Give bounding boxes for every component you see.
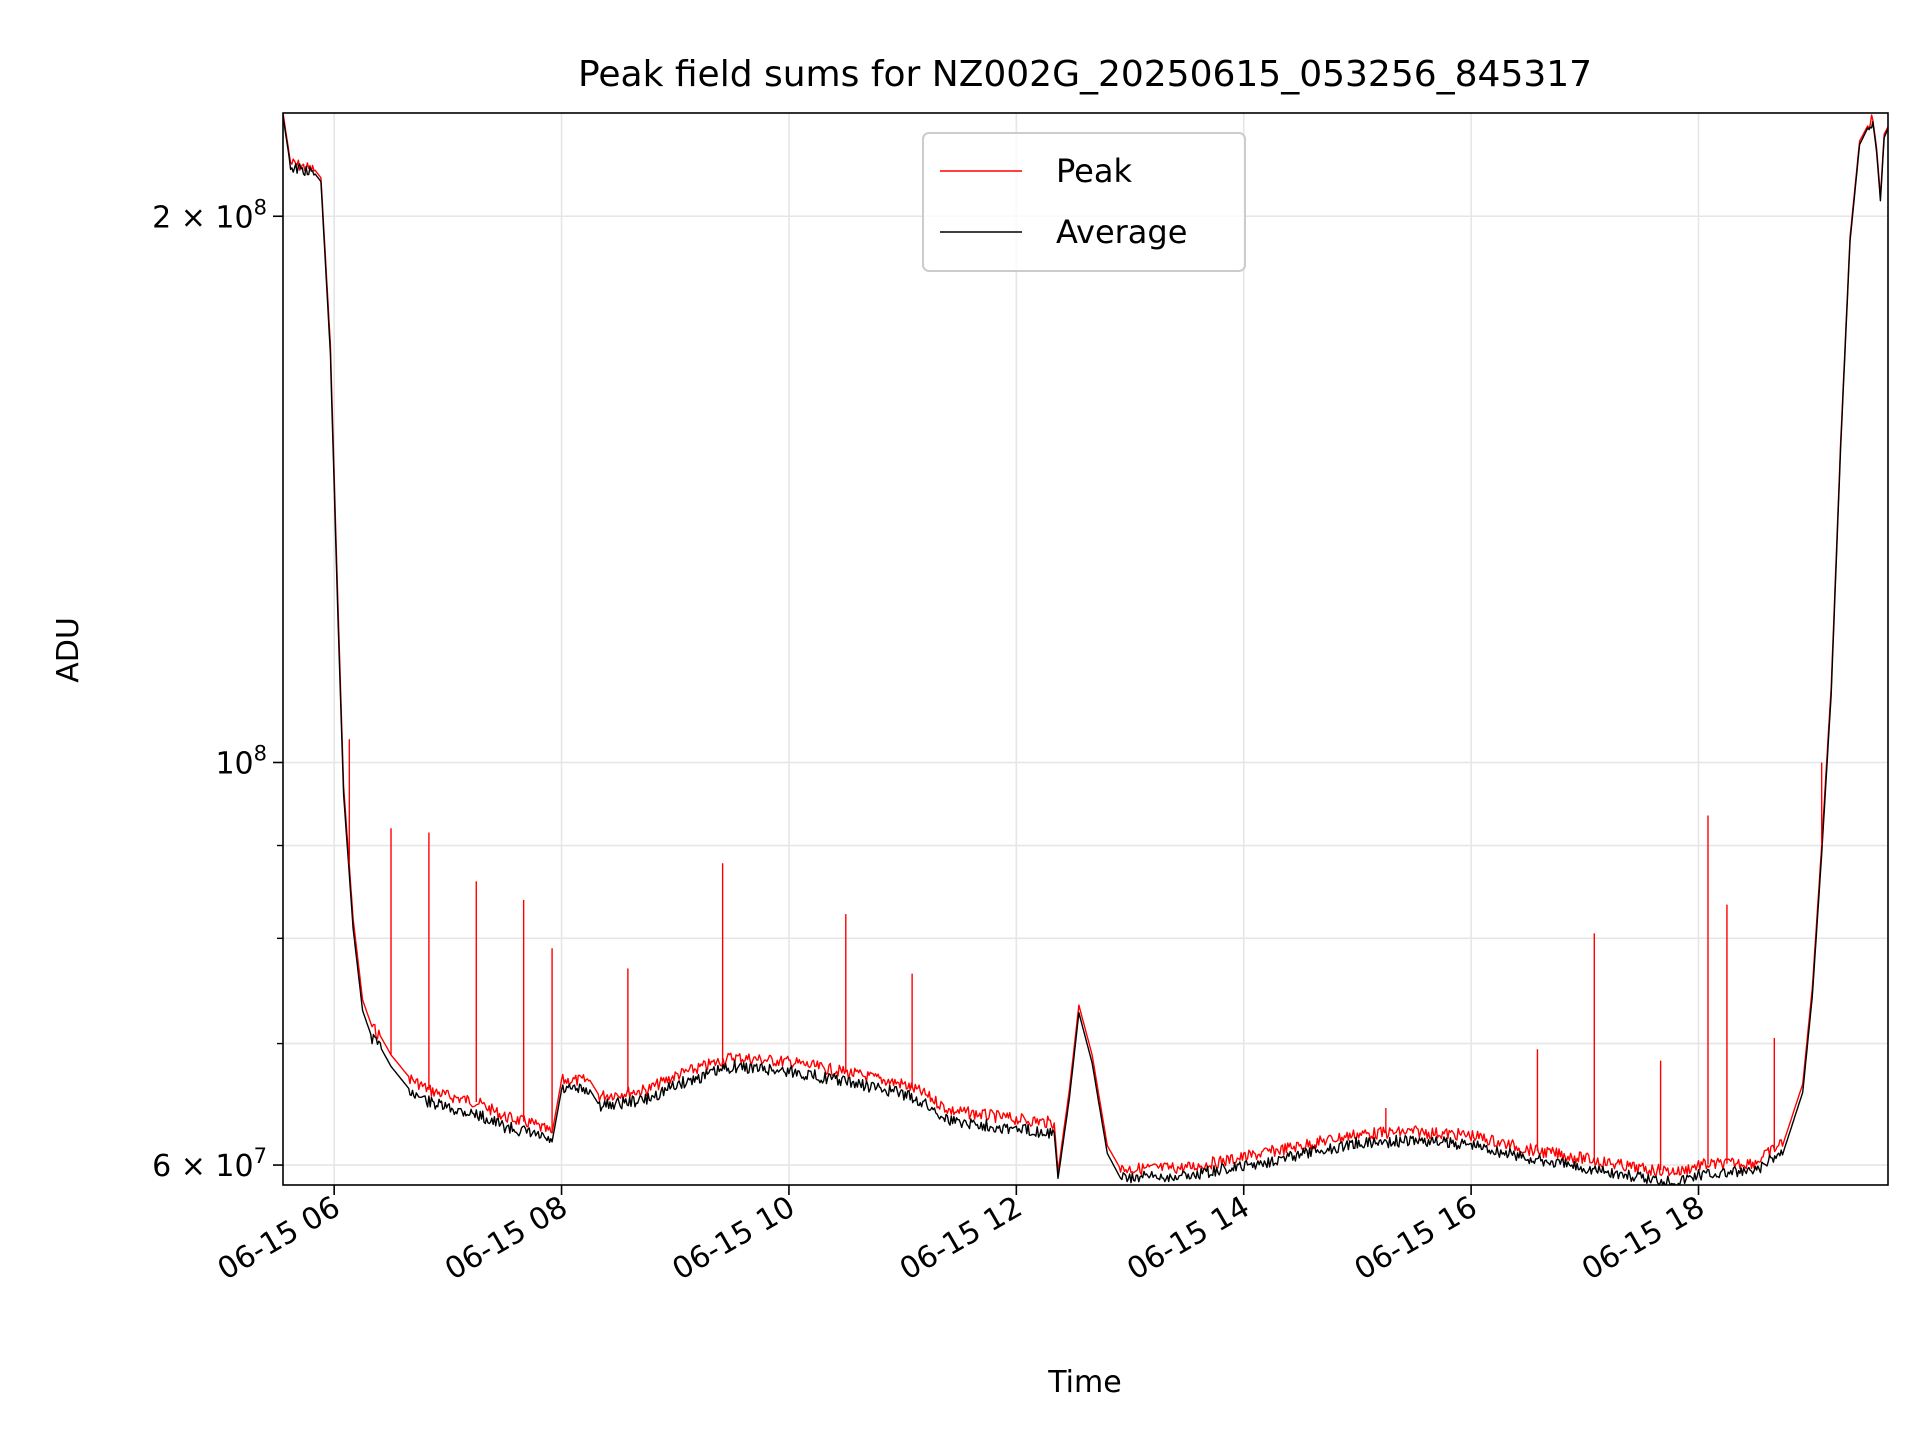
x-axis-label: Time bbox=[1047, 1365, 1121, 1400]
legend-average-label: Average bbox=[1056, 213, 1187, 251]
chart-title: Peak field sums for NZ002G_20250615_0532… bbox=[578, 54, 1592, 95]
series-layer bbox=[283, 113, 1888, 1185]
y-tick-exponent: 7 bbox=[254, 1144, 267, 1168]
series-line-average bbox=[283, 116, 1888, 1185]
legend: Peak Average bbox=[922, 132, 1246, 272]
y-tick-base: 2 × 10 bbox=[152, 200, 253, 235]
legend-box bbox=[922, 132, 1246, 272]
y-tick-exponent: 8 bbox=[254, 741, 267, 765]
series-line-peak bbox=[283, 113, 1888, 1177]
plot-frame bbox=[282, 112, 1889, 1186]
y-tick-exponent: 8 bbox=[254, 195, 267, 219]
legend-peak-label: Peak bbox=[1056, 152, 1132, 190]
y-tick-label: 2 × 108 bbox=[152, 195, 267, 235]
plot-area bbox=[283, 113, 1888, 1185]
y-tick-label: 6 × 107 bbox=[152, 1144, 267, 1184]
y-tick-label: 108 bbox=[215, 741, 267, 781]
y-tick-base: 6 × 10 bbox=[152, 1149, 253, 1184]
y-axis-label: ADU bbox=[51, 617, 86, 683]
grid-lines bbox=[283, 113, 1888, 1185]
y-tick-base: 10 bbox=[215, 746, 253, 781]
